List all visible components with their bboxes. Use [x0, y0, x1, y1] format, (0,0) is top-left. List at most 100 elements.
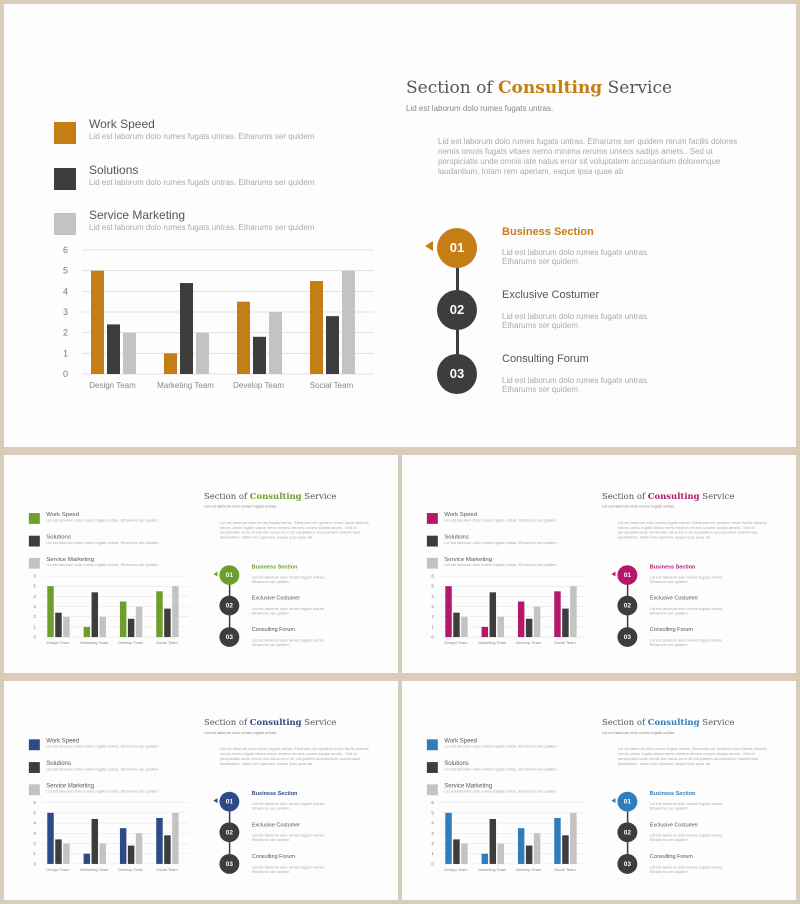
slide-subtitle: Lid est laborum dolo rumes fugats untras…: [203, 730, 278, 735]
bar-service-marketing: [99, 616, 106, 638]
y-tick-label: 0: [431, 635, 434, 640]
title-prefix: Section of: [203, 717, 250, 728]
step-title-consulting-forum: Consulting Forum: [502, 353, 589, 365]
bar-service-marketing: [172, 812, 179, 864]
slide-title: Section of Consulting Service: [602, 718, 734, 728]
legend-swatch-service-marketing: [28, 784, 40, 796]
legend-swatch-solutions: [28, 535, 40, 547]
legend-label: Work Speed: [444, 510, 478, 518]
y-tick-label: 3: [431, 604, 434, 609]
y-tick-label: 2: [33, 614, 36, 619]
legend-label: Service Marketing: [89, 208, 186, 222]
x-tick-label: Design Team: [46, 640, 70, 645]
step-description: Lid est laborum dolo rumes fugats untras…: [502, 312, 650, 330]
step-circle-03: 03: [219, 854, 240, 874]
legend-label: Work Speed: [89, 117, 155, 131]
y-tick-label: 2: [431, 841, 434, 846]
bar-work-speed: [47, 586, 54, 638]
step-description: Lid est laborum dolo rumes fugats untras…: [251, 801, 325, 811]
step-description: Lid est laborum dolo rumes fugats untras…: [649, 801, 723, 811]
bar-work-speed: [554, 817, 561, 864]
slide-thumbnail-magenta[interactable]: Work Speed Lid est laborum dolo rumes fu…: [402, 455, 796, 673]
slide-subtitle: Lid est laborum dolo rumes fugats untras…: [601, 504, 676, 509]
title-highlight: Consulting: [249, 717, 302, 728]
bar-service-marketing: [63, 616, 70, 638]
legend-description: Lid est laborum dolo rumes fugats untras…: [444, 767, 557, 772]
title-prefix: Section of: [601, 717, 648, 728]
y-tick-label: 6: [431, 574, 434, 579]
step-title-consulting-forum: Consulting Forum: [251, 626, 295, 633]
bar-work-speed: [156, 591, 163, 638]
y-tick-label: 6: [33, 574, 36, 579]
arrow-left-icon: [611, 798, 616, 804]
legend-swatch-service-marketing: [426, 784, 438, 796]
x-tick-label: Design Team: [444, 867, 468, 872]
step-circle-01: 01: [437, 228, 477, 268]
legend-description: Lid est laborum dolo rumes fugats untras…: [444, 744, 557, 749]
step-title-consulting-forum: Consulting Forum: [649, 626, 693, 633]
slide-content: Work Speed Lid est laborum dolo rumes fu…: [4, 455, 398, 673]
bar-chart: 0 1 2 3 4 5 6 Design Team Marketing Team Develop …: [33, 574, 189, 645]
y-tick-label: 5: [33, 810, 36, 815]
step-description: Lid est laborum dolo rumes fugats untras…: [649, 864, 723, 874]
legend-description: Lid est laborum dolo rumes fugats untras…: [89, 178, 315, 187]
legend-description: Lid est laborum dolo rumes fugats untras…: [444, 540, 557, 546]
y-tick-label: 3: [33, 604, 36, 609]
step-title-consulting-forum: Consulting Forum: [251, 853, 295, 860]
legend-label: Solutions: [46, 533, 71, 541]
step-title-exclusive-costumer: Exclusive Costumer: [502, 289, 600, 301]
bar-solutions: [489, 592, 497, 638]
slide-content: Work Speed Lid est laborum dolo rumes fu…: [4, 4, 796, 447]
bar-solutions: [164, 835, 171, 864]
legend-label: Service Marketing: [46, 781, 95, 789]
x-tick-label: Social Team: [156, 640, 178, 645]
title-prefix: Section of: [203, 491, 250, 502]
legend-swatch-solutions: [426, 762, 438, 773]
step-title-business-section: Business Section: [251, 790, 298, 797]
x-tick-label: Design Team: [444, 640, 468, 645]
x-tick-label: Marketing Team: [80, 640, 109, 645]
slide-thumbnail-navy[interactable]: Work Speed Lid est laborum dolo rumes fu…: [4, 681, 398, 900]
title-highlight: Consulting: [498, 78, 603, 98]
step-title-exclusive-costumer: Exclusive Costumer: [649, 595, 699, 602]
bar-solutions: [180, 283, 193, 374]
bar-solutions: [164, 608, 171, 638]
x-tick-label: Develop Team: [516, 867, 542, 872]
step-circle-03: 03: [617, 854, 638, 874]
bar-work-speed: [517, 828, 525, 864]
slide-thumbnail-blue[interactable]: Work Speed Lid est laborum dolo rumes fu…: [402, 681, 796, 900]
step-description: Lid est laborum dolo rumes fugats untras…: [251, 575, 325, 584]
step-description: Lid est laborum dolo rumes fugats untras…: [649, 833, 723, 843]
bar-service-marketing: [63, 843, 70, 864]
bar-service-marketing: [99, 843, 106, 864]
step-circle-03: 03: [219, 627, 240, 647]
y-tick-label: 4: [431, 594, 434, 599]
x-tick-label: Develop Team: [118, 867, 144, 872]
legend-swatch-work-speed: [426, 513, 438, 524]
slide-thumbnail-green[interactable]: Work Speed Lid est laborum dolo rumes fu…: [4, 455, 398, 673]
step-description: Lid est laborum dolo rumes fugats untras…: [649, 638, 723, 647]
bar-service-marketing: [533, 833, 541, 864]
legend-description: Lid est laborum dolo rumes fugats untras…: [46, 540, 159, 546]
bar-work-speed: [119, 828, 127, 864]
bar-service-marketing: [461, 616, 468, 638]
title-suffix: Service: [301, 717, 337, 728]
step-circle-01: 01: [219, 791, 240, 812]
bar-service-marketing: [497, 616, 504, 638]
bar-solutions: [525, 618, 533, 638]
body-paragraph: Lid est laborum dolo rumes fugats untras…: [617, 746, 767, 767]
legend-label: Solutions: [444, 533, 469, 541]
bar-chart: 0 1 2 3 4 5 6 Design Team Marketing Team Develop …: [431, 800, 587, 872]
legend-label: Solutions: [46, 759, 71, 767]
legend-swatch-work-speed: [28, 513, 40, 524]
x-tick-label: Marketing Team: [478, 640, 507, 645]
x-tick-label: Marketing Team: [80, 867, 109, 872]
legend-description: Lid est laborum dolo rumes fugats untras…: [89, 132, 315, 141]
bar-service-marketing: [269, 312, 282, 374]
arrow-left-icon: [611, 571, 616, 577]
slide-main[interactable]: Work Speed Lid est laborum dolo rumes fu…: [4, 4, 796, 447]
x-tick-label: Marketing Team: [478, 867, 507, 872]
legend-swatch-solutions: [54, 168, 76, 190]
slide-title: Section of Consulting Service: [406, 78, 672, 98]
x-tick-label: Marketing Team: [157, 381, 214, 390]
